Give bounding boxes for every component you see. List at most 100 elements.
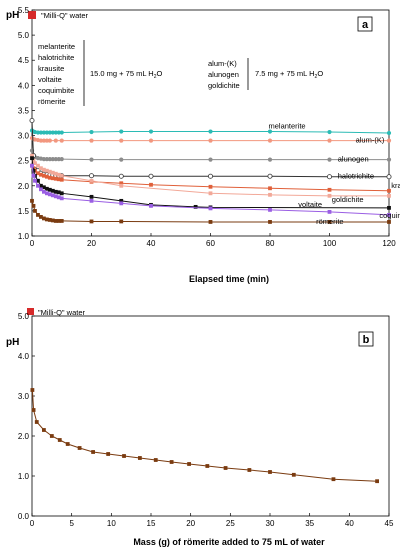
data-point	[53, 176, 58, 181]
data-point	[47, 169, 52, 174]
panel-a-y-tick-label: 3.5	[18, 106, 30, 115]
panel-b-label-box	[358, 331, 374, 347]
data-point	[44, 186, 49, 191]
group-left-mineral: voltaite	[38, 75, 62, 84]
panel-a-x-tick-label: 100	[323, 239, 337, 248]
panel-a-ylabel: pH	[6, 10, 19, 21]
data-point	[33, 178, 37, 183]
data-point	[119, 219, 124, 224]
series-alunogen: alunogen	[29, 148, 392, 164]
panel-b-x-tick-label: 45	[385, 519, 394, 528]
data-point	[44, 168, 49, 173]
data-point	[148, 173, 154, 179]
data-point	[30, 163, 34, 168]
data-point	[148, 138, 154, 143]
data-point	[327, 193, 332, 198]
series-coquimbite: coquimbite	[30, 163, 400, 220]
data-point	[56, 130, 61, 135]
data-point	[59, 130, 64, 135]
data-point	[387, 188, 391, 193]
data-point	[41, 157, 47, 162]
data-point	[50, 193, 55, 198]
panel-b-frame	[31, 315, 390, 517]
data-point	[119, 198, 124, 203]
data-point	[47, 192, 52, 197]
panel-b-x-tick-label: 5	[69, 519, 74, 528]
series-goldichite: goldichite	[30, 153, 391, 204]
data-point	[59, 177, 64, 182]
data-point	[53, 219, 58, 223]
data-point	[208, 138, 213, 143]
data-point	[187, 462, 191, 466]
data-point	[56, 157, 61, 162]
data-point	[30, 153, 34, 158]
data-point	[36, 163, 40, 168]
series-label: krausite	[391, 181, 400, 190]
data-point	[56, 172, 61, 177]
data-point	[47, 187, 52, 192]
data-point	[89, 138, 94, 143]
data-point	[89, 198, 94, 203]
panel-a-x-tick-label: 80	[266, 239, 275, 248]
data-point	[50, 176, 55, 181]
group-right-condition: 7.5 mg + 75 mL H2O	[255, 69, 323, 80]
data-point	[267, 173, 273, 179]
data-point	[59, 196, 64, 201]
data-point	[118, 173, 124, 179]
data-point	[39, 166, 43, 171]
panel-a-group-left: melanterite halotrichite krausite voltai…	[38, 40, 163, 106]
panel-b-x-tick-label: 40	[345, 519, 354, 528]
data-point	[31, 173, 36, 178]
data-point	[267, 129, 273, 134]
data-point	[119, 201, 124, 206]
group-left-mineral: krausite	[38, 64, 64, 73]
data-point	[42, 167, 46, 172]
data-point	[268, 470, 272, 474]
data-point	[34, 420, 39, 424]
data-point	[169, 460, 174, 464]
data-point	[77, 446, 82, 450]
data-point	[268, 186, 272, 191]
data-point	[386, 174, 392, 180]
series-alum-(K): alum-(K)	[29, 136, 392, 145]
data-point	[30, 156, 34, 161]
data-point	[208, 184, 213, 189]
data-point	[327, 129, 332, 135]
series-label: alunogen	[338, 155, 369, 164]
data-point	[50, 170, 55, 175]
data-point	[327, 138, 332, 143]
data-point	[39, 183, 43, 188]
data-point	[44, 191, 49, 196]
group-right-mineral: alum-(K)	[208, 59, 237, 68]
panel-a-y-tick-label: 3.0	[18, 132, 30, 141]
data-point	[53, 130, 58, 135]
panel-b-y-tick-label: 0.0	[18, 512, 30, 521]
data-point	[119, 183, 124, 188]
data-point	[53, 189, 58, 194]
data-point	[149, 203, 153, 208]
data-point	[208, 129, 213, 134]
data-point	[53, 138, 58, 143]
data-point	[326, 174, 332, 180]
series-römerite: römerite	[30, 198, 391, 226]
panel-b-ylabel: pH	[6, 337, 19, 348]
panel-a-group-right: alum-(K) alunogen goldichite 7.5 mg + 75…	[208, 58, 323, 90]
data-point	[30, 388, 35, 392]
data-point	[89, 129, 94, 135]
panel-a-label: a	[362, 19, 369, 31]
data-point	[56, 190, 61, 195]
data-point	[30, 198, 34, 203]
data-point	[47, 138, 52, 143]
panel-b-milliq-label: "Milli-Q" water	[38, 308, 85, 317]
data-point	[44, 174, 49, 179]
panel-b-x-tick-label: 10	[107, 519, 116, 528]
data-point	[35, 130, 41, 135]
data-point	[31, 168, 36, 173]
data-point	[119, 129, 124, 134]
data-point	[42, 428, 46, 432]
data-point	[53, 157, 58, 162]
panel-b-y-tick-label: 3.0	[18, 392, 30, 401]
panel-a-y-tick-label: 1.5	[18, 207, 30, 216]
panel-b-y-tick-label: 5.0	[18, 312, 30, 321]
series-römerite	[30, 388, 379, 484]
